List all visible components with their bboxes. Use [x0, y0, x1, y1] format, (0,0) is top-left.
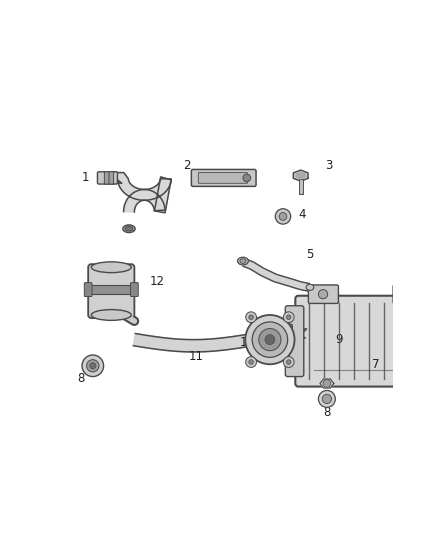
FancyBboxPatch shape — [104, 172, 110, 184]
FancyBboxPatch shape — [97, 172, 117, 184]
Text: 6: 6 — [260, 323, 268, 336]
Polygon shape — [293, 170, 308, 181]
Text: 8: 8 — [77, 372, 84, 385]
Polygon shape — [296, 172, 305, 179]
Circle shape — [249, 360, 254, 365]
FancyBboxPatch shape — [295, 296, 436, 386]
Circle shape — [283, 312, 294, 322]
Circle shape — [249, 315, 254, 319]
Ellipse shape — [91, 310, 131, 320]
FancyBboxPatch shape — [131, 282, 138, 296]
FancyBboxPatch shape — [88, 264, 134, 318]
Polygon shape — [116, 173, 171, 213]
Ellipse shape — [306, 284, 314, 290]
Circle shape — [318, 391, 336, 407]
Circle shape — [246, 357, 257, 367]
FancyBboxPatch shape — [393, 285, 423, 303]
Circle shape — [322, 394, 332, 403]
Ellipse shape — [123, 225, 135, 232]
FancyBboxPatch shape — [428, 306, 438, 377]
FancyBboxPatch shape — [85, 282, 92, 296]
Text: 5: 5 — [306, 248, 314, 261]
Circle shape — [246, 312, 257, 322]
Circle shape — [87, 360, 99, 372]
Text: 7: 7 — [372, 358, 379, 371]
Circle shape — [276, 209, 291, 224]
Text: 10: 10 — [240, 336, 254, 349]
FancyBboxPatch shape — [109, 172, 113, 184]
Text: 11: 11 — [188, 350, 204, 363]
FancyBboxPatch shape — [88, 285, 134, 294]
Ellipse shape — [237, 257, 248, 265]
Ellipse shape — [91, 262, 131, 273]
Circle shape — [259, 328, 281, 351]
Circle shape — [252, 322, 288, 357]
Ellipse shape — [240, 259, 246, 263]
Text: 4: 4 — [298, 208, 306, 221]
Circle shape — [286, 360, 291, 365]
Circle shape — [82, 355, 103, 377]
Text: 1: 1 — [81, 172, 89, 184]
Circle shape — [279, 213, 287, 220]
Circle shape — [318, 289, 328, 299]
FancyBboxPatch shape — [198, 173, 247, 183]
Circle shape — [283, 357, 294, 367]
Text: 3: 3 — [325, 159, 333, 172]
Polygon shape — [134, 334, 254, 352]
FancyBboxPatch shape — [269, 324, 292, 341]
Polygon shape — [271, 328, 307, 340]
Circle shape — [90, 363, 96, 369]
Circle shape — [265, 335, 275, 344]
Polygon shape — [243, 259, 309, 291]
Circle shape — [243, 174, 251, 182]
Text: 2: 2 — [183, 159, 191, 172]
Circle shape — [404, 289, 413, 299]
Text: 9: 9 — [336, 333, 343, 346]
FancyBboxPatch shape — [308, 285, 339, 303]
Ellipse shape — [125, 227, 133, 231]
Circle shape — [323, 379, 331, 387]
FancyBboxPatch shape — [191, 169, 256, 187]
Text: 8: 8 — [323, 406, 331, 418]
FancyBboxPatch shape — [285, 306, 304, 377]
Polygon shape — [320, 379, 334, 388]
Circle shape — [286, 315, 291, 319]
Circle shape — [245, 315, 294, 364]
Text: 12: 12 — [150, 274, 165, 288]
